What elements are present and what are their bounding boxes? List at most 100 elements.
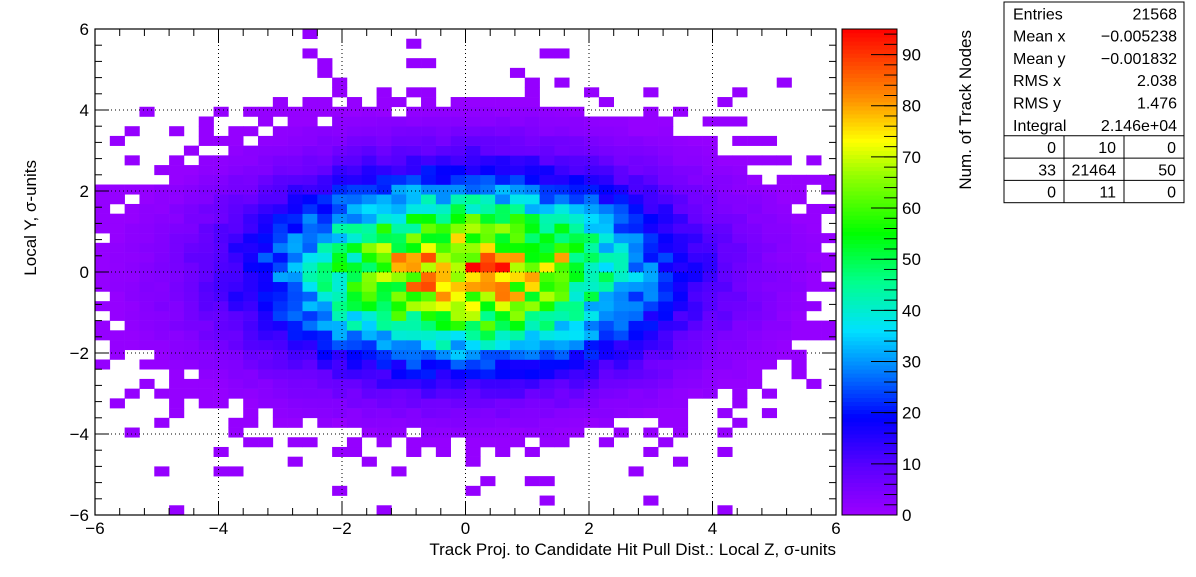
heatmap-cell bbox=[228, 310, 244, 321]
heatmap-cell bbox=[258, 135, 274, 146]
heatmap-cell bbox=[376, 203, 392, 214]
heatmap-cell bbox=[598, 349, 614, 360]
heatmap-cell bbox=[495, 446, 511, 457]
heatmap-cell bbox=[480, 106, 496, 117]
heatmap-cell bbox=[332, 340, 348, 351]
stats-label: RMS x bbox=[1013, 73, 1061, 90]
heatmap-cell bbox=[747, 281, 763, 292]
palette-band bbox=[842, 53, 897, 58]
heatmap-cell bbox=[539, 437, 555, 448]
heatmap-cell bbox=[406, 106, 422, 117]
heatmap-cell bbox=[524, 106, 540, 117]
heatmap-cell bbox=[791, 213, 807, 224]
heatmap-cell bbox=[687, 320, 703, 331]
palette-band bbox=[842, 413, 897, 419]
heatmap-cell bbox=[361, 417, 377, 428]
heatmap-cell bbox=[228, 330, 244, 341]
heatmap-cell bbox=[524, 165, 540, 176]
palette-band bbox=[842, 243, 897, 249]
palette-band bbox=[842, 199, 897, 204]
heatmap-cell bbox=[569, 398, 585, 409]
heatmap-cell bbox=[569, 145, 585, 156]
heatmap-cell bbox=[717, 174, 733, 185]
heatmap-cell bbox=[717, 203, 733, 214]
heatmap-cell bbox=[465, 233, 481, 244]
heatmap-cell bbox=[702, 369, 718, 380]
heatmap-cell bbox=[243, 398, 259, 409]
heatmap-cell bbox=[509, 349, 526, 360]
heatmap-cell bbox=[480, 223, 496, 234]
y-tick-label: 2 bbox=[80, 182, 89, 201]
heatmap-cell bbox=[658, 242, 674, 253]
heatmap-cell bbox=[687, 174, 703, 185]
heatmap-cell bbox=[628, 408, 644, 419]
heatmap-cell bbox=[258, 116, 274, 127]
heatmap-cell bbox=[302, 135, 318, 146]
heatmap-cell bbox=[509, 320, 526, 331]
heatmap-cell bbox=[124, 291, 140, 302]
heatmap-cell bbox=[183, 194, 200, 205]
heatmap-cell bbox=[287, 310, 303, 321]
heatmap-cell bbox=[406, 359, 422, 370]
palette-band bbox=[842, 122, 897, 127]
palette-band bbox=[842, 195, 897, 200]
heatmap-cell bbox=[509, 437, 526, 448]
heatmap-cell bbox=[687, 242, 703, 253]
heatmap-cell bbox=[495, 213, 511, 224]
heatmap-cell bbox=[806, 320, 822, 331]
palette-band bbox=[842, 393, 897, 398]
heatmap-cell bbox=[495, 203, 511, 214]
heatmap-cell bbox=[509, 116, 526, 127]
palette-band bbox=[842, 251, 897, 257]
heatmap-cell bbox=[598, 174, 614, 185]
heatmap-cell bbox=[747, 301, 763, 312]
heatmap-cell bbox=[495, 233, 511, 244]
heatmap-cell bbox=[732, 252, 748, 263]
heatmap-cell bbox=[628, 252, 644, 263]
heatmap-cell bbox=[539, 301, 555, 312]
heatmap-cell bbox=[569, 301, 585, 312]
heatmap-cell bbox=[183, 223, 200, 234]
heatmap-cell bbox=[228, 184, 244, 195]
heatmap-cell bbox=[732, 291, 748, 302]
heatmap-cell bbox=[539, 388, 555, 399]
heatmap-cell bbox=[302, 310, 318, 321]
heatmap-cell bbox=[421, 145, 437, 156]
heatmap-cell bbox=[258, 223, 274, 234]
palette-band bbox=[842, 320, 897, 326]
heatmap-cell bbox=[761, 349, 778, 360]
stats-label: RMS y bbox=[1013, 96, 1061, 113]
heatmap-cell bbox=[169, 252, 185, 263]
heatmap-cell bbox=[435, 213, 451, 224]
heatmap-cell bbox=[287, 340, 303, 351]
heatmap-cell bbox=[361, 135, 377, 146]
heatmap-cell bbox=[435, 242, 451, 253]
heatmap-cell bbox=[569, 388, 585, 399]
heatmap-cell bbox=[450, 330, 466, 341]
heatmap-cell bbox=[124, 301, 140, 312]
heatmap-cell bbox=[702, 184, 718, 195]
heatmap-cell bbox=[584, 126, 600, 137]
stats-label: Entries bbox=[1013, 6, 1063, 23]
heatmap-cell bbox=[272, 155, 288, 166]
heatmap-cell bbox=[480, 135, 496, 146]
heatmap-cell bbox=[346, 417, 363, 428]
palette-band bbox=[842, 33, 897, 38]
heatmap-cell bbox=[406, 330, 422, 341]
heatmap-cell bbox=[406, 203, 422, 214]
heatmap-cell bbox=[584, 291, 600, 302]
heatmap-cell bbox=[258, 369, 274, 380]
heatmap-cell bbox=[613, 223, 629, 234]
heatmap-cell bbox=[539, 291, 555, 302]
heatmap-cell bbox=[406, 58, 422, 69]
heatmap-cell bbox=[554, 165, 570, 176]
heatmap-cell bbox=[109, 213, 125, 224]
stats-grid-cell: 33 bbox=[1038, 162, 1056, 179]
heatmap-cell bbox=[243, 145, 259, 156]
heatmap-cell bbox=[109, 291, 125, 302]
heatmap-cell bbox=[628, 242, 644, 253]
heatmap-cell bbox=[450, 106, 466, 117]
palette-band bbox=[842, 474, 897, 479]
heatmap-cell bbox=[702, 388, 718, 399]
heatmap-cell bbox=[406, 233, 422, 244]
